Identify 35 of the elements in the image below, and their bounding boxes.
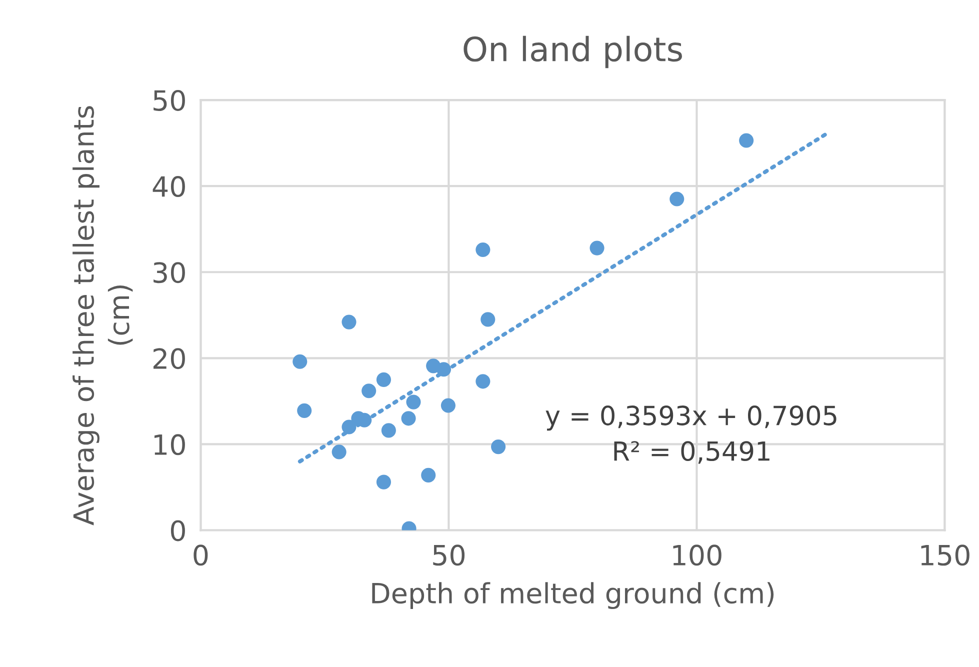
x-axis-title: Depth of melted ground (cm) — [372, 582, 774, 610]
y-tick-label: 50 — [154, 90, 185, 111]
x-tick-label: 150 — [921, 544, 970, 566]
point — [406, 394, 421, 410]
y-tick-label: 0 — [170, 520, 185, 542]
x-tick-label: 100 — [673, 544, 722, 566]
point — [739, 133, 754, 148]
point — [436, 362, 452, 377]
point — [440, 398, 456, 413]
x-tick-label: 0 — [194, 544, 208, 566]
point — [376, 474, 392, 490]
point — [590, 240, 604, 256]
y-tick-label: 40 — [152, 176, 185, 198]
y-tick-label: 10 — [154, 434, 185, 456]
point — [292, 354, 308, 369]
point — [381, 423, 396, 438]
point — [476, 374, 490, 389]
annotation: y = 0,3593x + 0,7905 R² = 0,5491 — [546, 406, 836, 464]
y-tick-label: 30 — [154, 262, 185, 284]
point — [342, 420, 356, 434]
point — [670, 192, 684, 206]
y-tick-label: 20 — [153, 348, 185, 370]
point — [491, 440, 506, 454]
point — [362, 384, 376, 398]
point — [401, 411, 416, 426]
point — [342, 314, 356, 330]
point — [376, 372, 392, 387]
point — [476, 242, 490, 258]
y-axis-title: Average of three tallest plants (cm) — [72, 106, 133, 526]
point — [421, 468, 436, 482]
point — [480, 312, 496, 327]
chart-title: On land plots — [464, 36, 682, 68]
point — [297, 403, 312, 418]
x-tick-label: 50 — [433, 544, 465, 566]
point — [332, 444, 346, 460]
